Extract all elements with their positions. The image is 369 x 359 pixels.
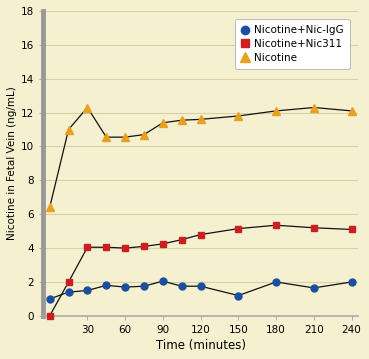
X-axis label: Time (minutes): Time (minutes) [156,339,246,352]
Y-axis label: Nicotine in Fetal Vein (ng/mL): Nicotine in Fetal Vein (ng/mL) [7,87,17,240]
Legend: Nicotine+Nic-IgG, Nicotine+Nic311, Nicotine: Nicotine+Nic-IgG, Nicotine+Nic311, Nicot… [235,19,349,69]
